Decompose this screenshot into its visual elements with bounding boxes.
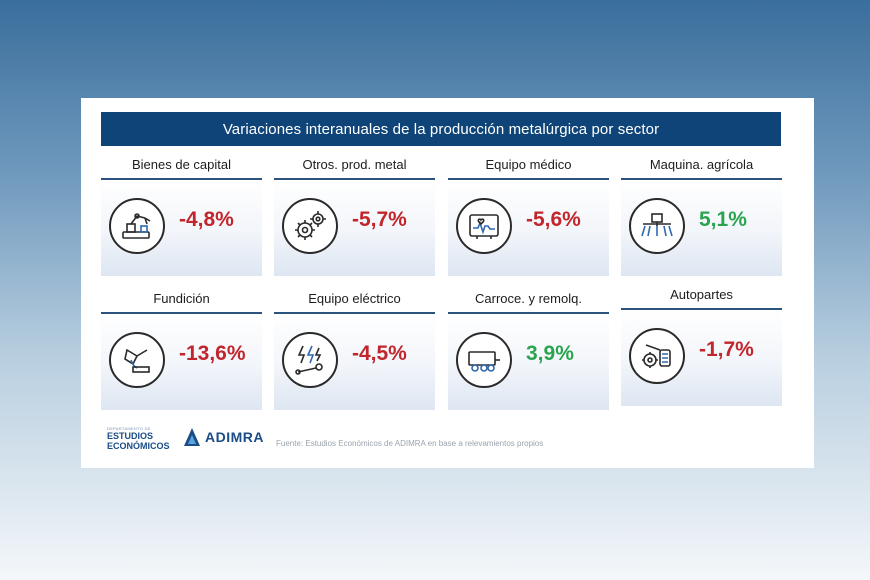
adimra-wordmark: ADIMRA <box>205 429 264 445</box>
tile-box: -5,7% <box>274 180 435 276</box>
tile-divider <box>101 312 262 314</box>
tile-label: Equipo eléctrico <box>308 291 401 306</box>
adimra-logo: ADIMRA <box>183 425 264 449</box>
tile-box: -1,7% <box>621 310 782 406</box>
tile-carroce-y-remolq: Carroce. y remolq. 3,9% <box>448 288 609 410</box>
tile-equipo-medico: Equipo médico -5,6% <box>448 154 609 276</box>
tile-value: 5,1% <box>699 208 747 231</box>
auto-parts-icon <box>629 328 685 384</box>
tile-equipo-electrico: Equipo eléctrico -4,5% <box>274 288 435 410</box>
tile-fundicion: Fundición -13,6% <box>101 288 262 410</box>
tile-label: Maquina. agrícola <box>649 157 754 172</box>
tile-autopartes: Autopartes -1,7% <box>621 284 782 406</box>
infographic-card: Variaciones interanuales de la producció… <box>81 98 814 468</box>
tile-divider <box>274 312 435 314</box>
tile-maquina-agricola: Maquina. agrícola 5,1% <box>621 154 782 276</box>
tile-label: Bienes de capital <box>131 157 231 172</box>
estudios-economicos-logo: DEPARTAMENTO DE ESTUDIOS ECONÓMICOS <box>107 426 177 451</box>
estudios-small-text: DEPARTAMENTO DE <box>107 426 151 431</box>
estudios-line1: ESTUDIOS <box>107 431 154 441</box>
trailer-icon <box>456 332 512 388</box>
estudios-line2: ECONÓMICOS <box>107 441 170 451</box>
tile-box: -5,6% <box>448 180 609 276</box>
heart-monitor-icon <box>456 198 512 254</box>
infographic-title: Variaciones interanuales de la producció… <box>222 120 660 138</box>
tile-value: -5,7% <box>352 208 407 231</box>
tile-bienes-de-capital: Bienes de capital -4,8% <box>101 154 262 276</box>
tile-value: -4,8% <box>179 208 234 231</box>
bolts-wrench-icon <box>282 332 338 388</box>
tile-box: -4,5% <box>274 314 435 410</box>
gears-icon <box>282 198 338 254</box>
adimra-mark-icon <box>184 428 200 446</box>
tile-divider <box>448 178 609 180</box>
tile-box: -13,6% <box>101 314 262 410</box>
tile-divider <box>274 178 435 180</box>
robot-arm-icon <box>109 198 165 254</box>
tile-box: -4,8% <box>101 180 262 276</box>
tile-otros-prod-metal: Otros. prod. metal -5,7% <box>274 154 435 276</box>
title-banner: Variaciones interanuales de la producció… <box>101 112 781 146</box>
sprayer-icon <box>629 198 685 254</box>
tile-label: Otros. prod. metal <box>302 157 407 172</box>
tile-label: Fundición <box>153 291 210 306</box>
tile-box: 5,1% <box>621 180 782 276</box>
ladle-icon <box>109 332 165 388</box>
source-note: Fuente: Estudios Económicos de ADIMRA en… <box>276 439 544 448</box>
tile-label: Autopartes <box>670 287 733 302</box>
tile-divider <box>621 308 782 310</box>
tile-label: Equipo médico <box>485 157 572 172</box>
tile-value: -13,6% <box>179 342 246 365</box>
tile-value: 3,9% <box>526 342 574 365</box>
tile-label: Carroce. y remolq. <box>475 291 582 306</box>
tile-value: -5,6% <box>526 208 581 231</box>
tile-divider <box>621 178 782 180</box>
tile-value: -1,7% <box>699 338 754 361</box>
tile-value: -4,5% <box>352 342 407 365</box>
tile-divider <box>101 178 262 180</box>
tile-box: 3,9% <box>448 314 609 410</box>
tile-divider <box>448 312 609 314</box>
